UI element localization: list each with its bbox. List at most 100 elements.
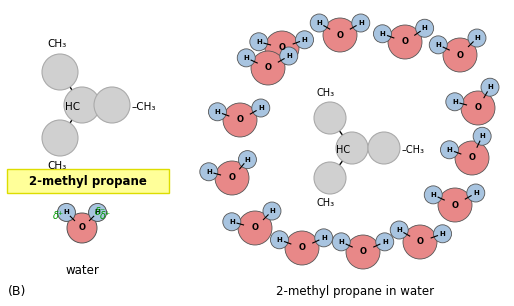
Circle shape [468, 29, 486, 47]
Text: H: H [64, 209, 69, 215]
Text: H: H [206, 169, 212, 175]
Circle shape [209, 103, 227, 121]
Circle shape [265, 31, 299, 65]
Text: H: H [245, 157, 250, 162]
Circle shape [368, 132, 400, 164]
Circle shape [238, 211, 272, 245]
Circle shape [296, 31, 314, 49]
Text: CH₃: CH₃ [317, 198, 335, 208]
Text: H: H [95, 209, 100, 215]
Text: H: H [269, 208, 275, 214]
Text: O: O [359, 248, 366, 256]
Circle shape [443, 38, 477, 72]
Text: H: H [229, 219, 235, 225]
Text: 2-methyl propane in water: 2-methyl propane in water [276, 285, 434, 298]
Text: O: O [451, 200, 458, 210]
Text: H: H [316, 20, 322, 26]
Text: H: H [452, 99, 457, 105]
Text: H: H [338, 239, 344, 245]
Circle shape [280, 47, 298, 65]
Circle shape [376, 233, 394, 251]
Text: H: H [447, 147, 452, 153]
Text: CH₃: CH₃ [47, 39, 67, 49]
Circle shape [252, 99, 270, 117]
Circle shape [416, 19, 434, 37]
Circle shape [446, 93, 464, 111]
Circle shape [64, 87, 100, 123]
Circle shape [58, 203, 76, 222]
Text: H: H [243, 55, 249, 61]
Text: O: O [79, 223, 85, 233]
Text: H: H [474, 35, 480, 41]
Circle shape [310, 14, 328, 32]
Text: H: H [358, 20, 364, 26]
Text: HC: HC [65, 102, 80, 112]
Circle shape [352, 14, 370, 32]
Text: H: H [379, 31, 386, 37]
Circle shape [200, 163, 218, 181]
Circle shape [315, 229, 333, 247]
Text: H: H [479, 133, 485, 139]
Circle shape [270, 231, 288, 249]
Circle shape [388, 25, 422, 59]
Circle shape [223, 213, 241, 231]
FancyBboxPatch shape [7, 169, 169, 193]
Text: H: H [422, 25, 428, 31]
Text: CH₃: CH₃ [317, 88, 335, 98]
Circle shape [251, 51, 285, 85]
Text: H: H [430, 192, 436, 198]
Circle shape [42, 54, 78, 90]
Circle shape [424, 186, 442, 204]
Text: δ⁻: δ⁻ [95, 207, 106, 217]
Circle shape [346, 235, 380, 269]
Circle shape [403, 225, 437, 259]
Circle shape [250, 33, 268, 51]
Circle shape [461, 91, 495, 125]
Circle shape [440, 141, 458, 159]
Text: –CH₃: –CH₃ [402, 145, 425, 155]
Text: O: O [474, 103, 482, 113]
Circle shape [238, 151, 256, 169]
Text: 2-methyl propane: 2-methyl propane [29, 174, 147, 188]
Text: water: water [65, 263, 99, 277]
Circle shape [285, 231, 319, 265]
Circle shape [473, 127, 491, 145]
Text: H: H [382, 239, 388, 245]
Text: H: H [286, 53, 291, 59]
Text: H: H [214, 109, 221, 115]
Text: O: O [468, 154, 475, 162]
Circle shape [433, 225, 452, 243]
Circle shape [467, 184, 485, 202]
Text: O: O [265, 64, 271, 73]
Circle shape [67, 213, 97, 243]
Circle shape [314, 162, 346, 194]
Text: H: H [256, 39, 262, 45]
Text: H: H [439, 231, 446, 237]
Text: δ⁺: δ⁺ [53, 211, 64, 222]
Text: O: O [337, 31, 343, 39]
Text: O: O [416, 237, 424, 247]
Text: O: O [229, 174, 235, 182]
Circle shape [455, 141, 489, 175]
Circle shape [42, 120, 78, 156]
Circle shape [374, 25, 392, 43]
Text: O: O [401, 38, 409, 47]
Text: O: O [279, 43, 285, 53]
Text: HC: HC [336, 145, 350, 155]
Circle shape [263, 202, 281, 220]
Circle shape [323, 18, 357, 52]
Text: H: H [435, 42, 441, 48]
Circle shape [429, 36, 447, 54]
Text: H: H [396, 227, 402, 233]
Text: CH₃: CH₃ [47, 161, 67, 171]
Text: (B): (B) [8, 285, 26, 298]
Text: O: O [236, 115, 244, 125]
Circle shape [332, 233, 350, 251]
Text: H: H [302, 37, 307, 43]
Circle shape [215, 161, 249, 195]
Text: –CH₃: –CH₃ [132, 102, 156, 112]
Text: O: O [251, 223, 259, 233]
Text: H: H [258, 105, 264, 111]
Circle shape [223, 103, 257, 137]
Text: δ⁺: δ⁺ [100, 211, 111, 222]
